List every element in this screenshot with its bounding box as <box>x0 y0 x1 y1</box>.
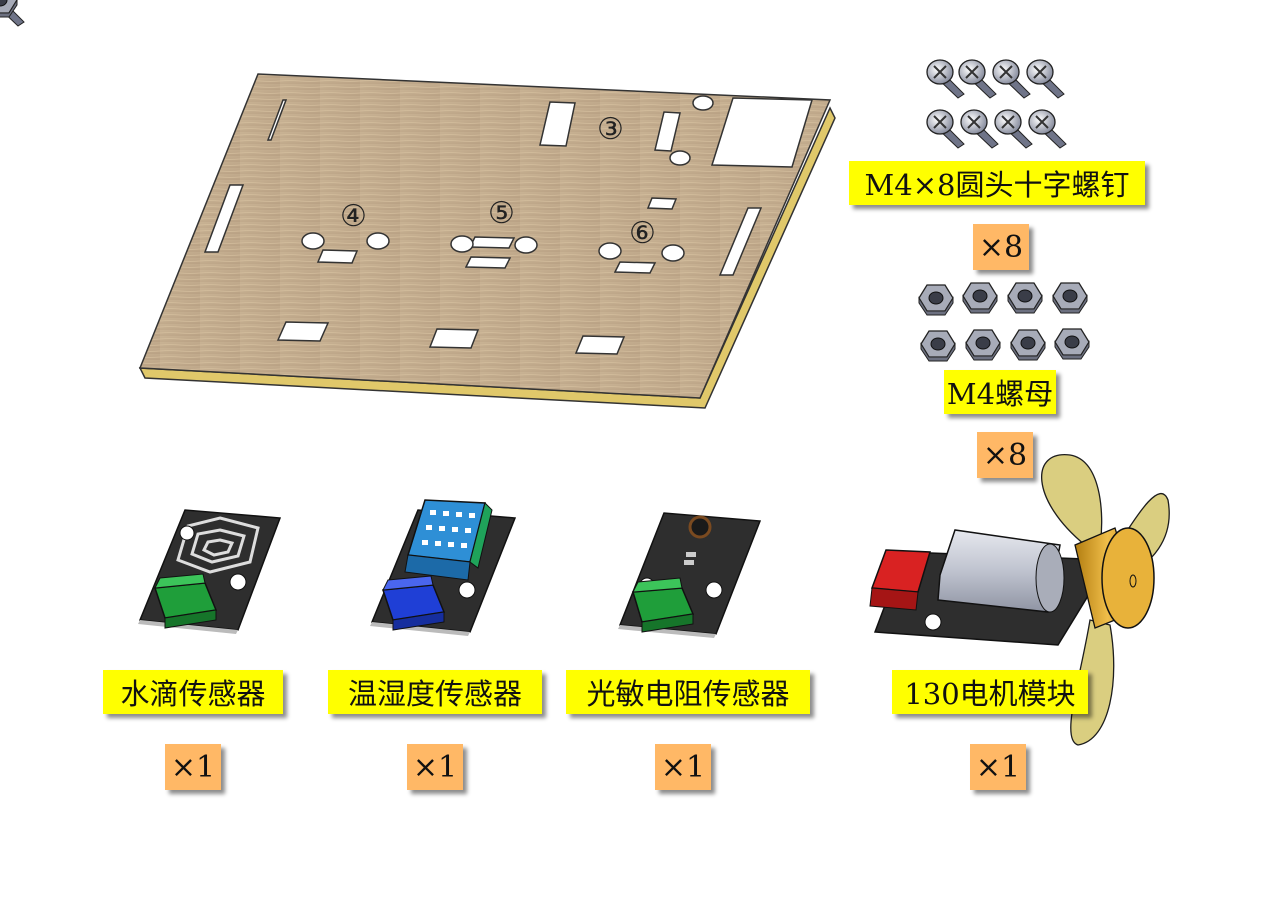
light-sensor-quantity: ×1 <box>655 744 711 790</box>
screw-icon <box>994 109 1033 149</box>
green-connector-icon <box>153 573 218 629</box>
dht-sensor-module <box>370 499 517 636</box>
nut-icon <box>962 282 998 314</box>
screw-icon <box>960 109 999 149</box>
water-sensor-module <box>138 509 282 634</box>
nut-icon <box>920 330 956 362</box>
screw-icon <box>926 59 965 99</box>
screw-icon <box>958 59 997 99</box>
nut-icon <box>965 329 1001 361</box>
hole-label-6: ⑥ <box>629 216 656 251</box>
water-sensor-label: 水滴传感器 <box>103 670 283 714</box>
screw-icon <box>1028 109 1067 149</box>
nut-icon <box>1054 328 1090 360</box>
propeller-icon <box>1041 454 1170 746</box>
nut-label: M4螺母 <box>944 370 1056 414</box>
nut-icon <box>1052 282 1088 314</box>
motor-quantity: ×1 <box>970 744 1026 790</box>
light-sensor-module <box>618 512 762 638</box>
hole-label-4: ④ <box>340 199 367 234</box>
nut-quantity: ×8 <box>977 432 1033 478</box>
light-sensor-label: 光敏电阻传感器 <box>566 670 810 714</box>
screw-label: M4×8圆头十字螺钉 <box>849 161 1145 205</box>
hole-label-5: ⑤ <box>488 196 515 231</box>
screw-icon <box>1026 59 1065 99</box>
red-connector-icon <box>869 549 931 611</box>
dht-sensor-label: 温湿度传感器 <box>328 670 542 714</box>
nut-group <box>0 0 1090 362</box>
blue-connector-icon <box>381 575 446 631</box>
motor-module <box>869 454 1170 746</box>
screw-icon <box>926 109 965 149</box>
nut-icon <box>918 284 954 316</box>
nut-icon <box>1010 329 1046 361</box>
photoresistor-icon <box>684 515 712 565</box>
motor-label: 130电机模块 <box>892 670 1088 714</box>
green-connector-icon <box>632 577 695 633</box>
water-sensor-quantity: ×1 <box>165 744 221 790</box>
screw-icon <box>992 59 1031 99</box>
base-board: ③ ④ ⑤ ⑥ <box>138 73 836 409</box>
dht-sensor-icon <box>404 499 493 581</box>
dht-sensor-quantity: ×1 <box>407 744 463 790</box>
motor-body-icon <box>937 529 1065 613</box>
hole-label-3: ③ <box>597 112 624 147</box>
nut-icon <box>1007 282 1043 314</box>
screw-quantity: ×8 <box>973 224 1029 270</box>
